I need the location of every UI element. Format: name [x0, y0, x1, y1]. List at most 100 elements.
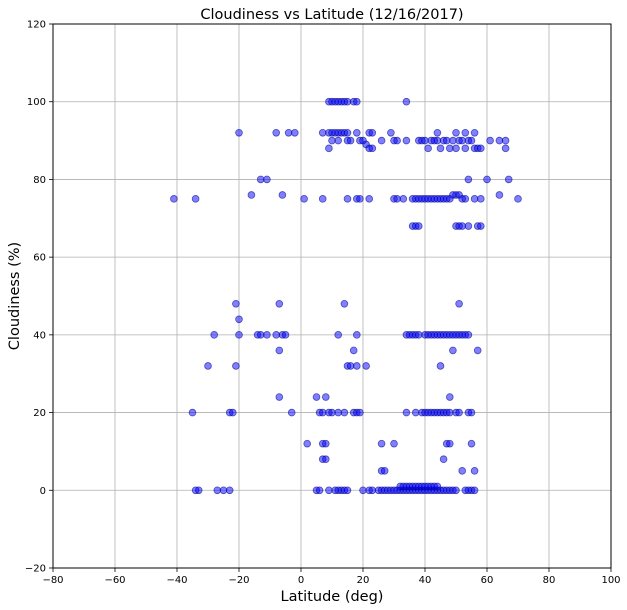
data-point [442, 136, 451, 145]
data-point [318, 129, 327, 137]
y-axis-label: Cloudiness (%) [7, 242, 23, 350]
y-tick-label: 120 [27, 20, 46, 31]
data-point [458, 222, 467, 230]
data-point [368, 129, 377, 137]
data-point [284, 129, 293, 137]
data-point [473, 346, 482, 355]
data-point [445, 144, 454, 153]
data-point [393, 136, 401, 145]
data-point [464, 222, 473, 230]
data-point [272, 331, 281, 339]
data-point [467, 408, 476, 417]
data-point [461, 195, 470, 203]
data-point [191, 486, 200, 495]
data-point [290, 129, 299, 137]
data-point [368, 144, 377, 153]
data-point [328, 136, 336, 145]
data-point [501, 144, 510, 153]
data-point [452, 486, 460, 495]
data-point [433, 482, 442, 491]
data-point [377, 136, 386, 145]
data-point [486, 136, 494, 145]
data-point [213, 486, 222, 495]
data-point [458, 136, 467, 145]
data-point [256, 331, 265, 339]
data-point [449, 346, 457, 355]
data-point [476, 222, 485, 230]
data-point [402, 408, 411, 417]
y-tick-label: 0 [40, 486, 46, 497]
data-point [235, 129, 243, 137]
data-point [476, 144, 485, 153]
data-point [436, 144, 445, 153]
data-point [402, 136, 411, 145]
data-point [445, 408, 454, 417]
data-point [439, 455, 448, 464]
data-point [312, 393, 321, 401]
data-point [387, 129, 395, 137]
data-point [368, 486, 377, 495]
data-point [390, 439, 398, 448]
data-point [414, 331, 423, 339]
x-tick-label: 20 [357, 575, 370, 586]
data-point [377, 439, 386, 448]
y-tick-label: 100 [27, 97, 46, 108]
data-point [275, 393, 284, 401]
data-point [315, 486, 324, 495]
data-point [380, 467, 389, 475]
data-point [340, 299, 349, 308]
data-point [464, 175, 473, 184]
data-point [300, 195, 308, 203]
data-point [356, 408, 364, 417]
data-point [393, 195, 401, 203]
y-tick-label: −20 [25, 564, 46, 575]
data-point [402, 97, 411, 106]
x-tick-label: 40 [419, 575, 432, 586]
data-point [247, 191, 256, 199]
data-point [461, 144, 470, 153]
data-point [188, 408, 197, 417]
data-point [433, 129, 442, 137]
data-points [170, 97, 522, 495]
data-point [504, 175, 513, 184]
x-tick-label: 100 [601, 575, 620, 586]
data-point [321, 455, 330, 464]
data-point [325, 144, 333, 153]
data-point [275, 299, 284, 308]
data-point [449, 136, 457, 145]
y-axis-ticks: −20 0 20 40 60 80 100 120 [25, 20, 53, 575]
y-tick-label: 80 [33, 175, 46, 186]
data-point [328, 408, 336, 417]
data-point [229, 408, 237, 417]
data-point [356, 195, 364, 203]
data-point [263, 175, 271, 184]
data-point [346, 362, 355, 370]
data-point [303, 439, 312, 448]
data-point [343, 195, 352, 203]
data-point [495, 136, 504, 145]
data-point [170, 195, 178, 203]
data-point [455, 408, 463, 417]
data-point [340, 408, 349, 417]
data-point [272, 129, 281, 137]
data-point [455, 299, 463, 308]
data-point [235, 315, 243, 324]
data-point [399, 195, 408, 203]
data-point [414, 222, 423, 230]
data-point [359, 486, 367, 495]
data-point [411, 408, 420, 417]
data-point [424, 144, 432, 153]
x-tick-label: −40 [166, 575, 187, 586]
data-point [467, 439, 476, 448]
data-point [321, 439, 330, 448]
data-point [470, 467, 479, 475]
y-tick-label: 60 [33, 253, 46, 264]
data-point [232, 299, 240, 308]
x-tick-label: 0 [298, 575, 304, 586]
data-point [219, 486, 228, 495]
data-point [445, 393, 454, 401]
data-point [433, 136, 442, 145]
data-point [365, 195, 374, 203]
data-point [334, 331, 343, 339]
data-point [318, 195, 327, 203]
